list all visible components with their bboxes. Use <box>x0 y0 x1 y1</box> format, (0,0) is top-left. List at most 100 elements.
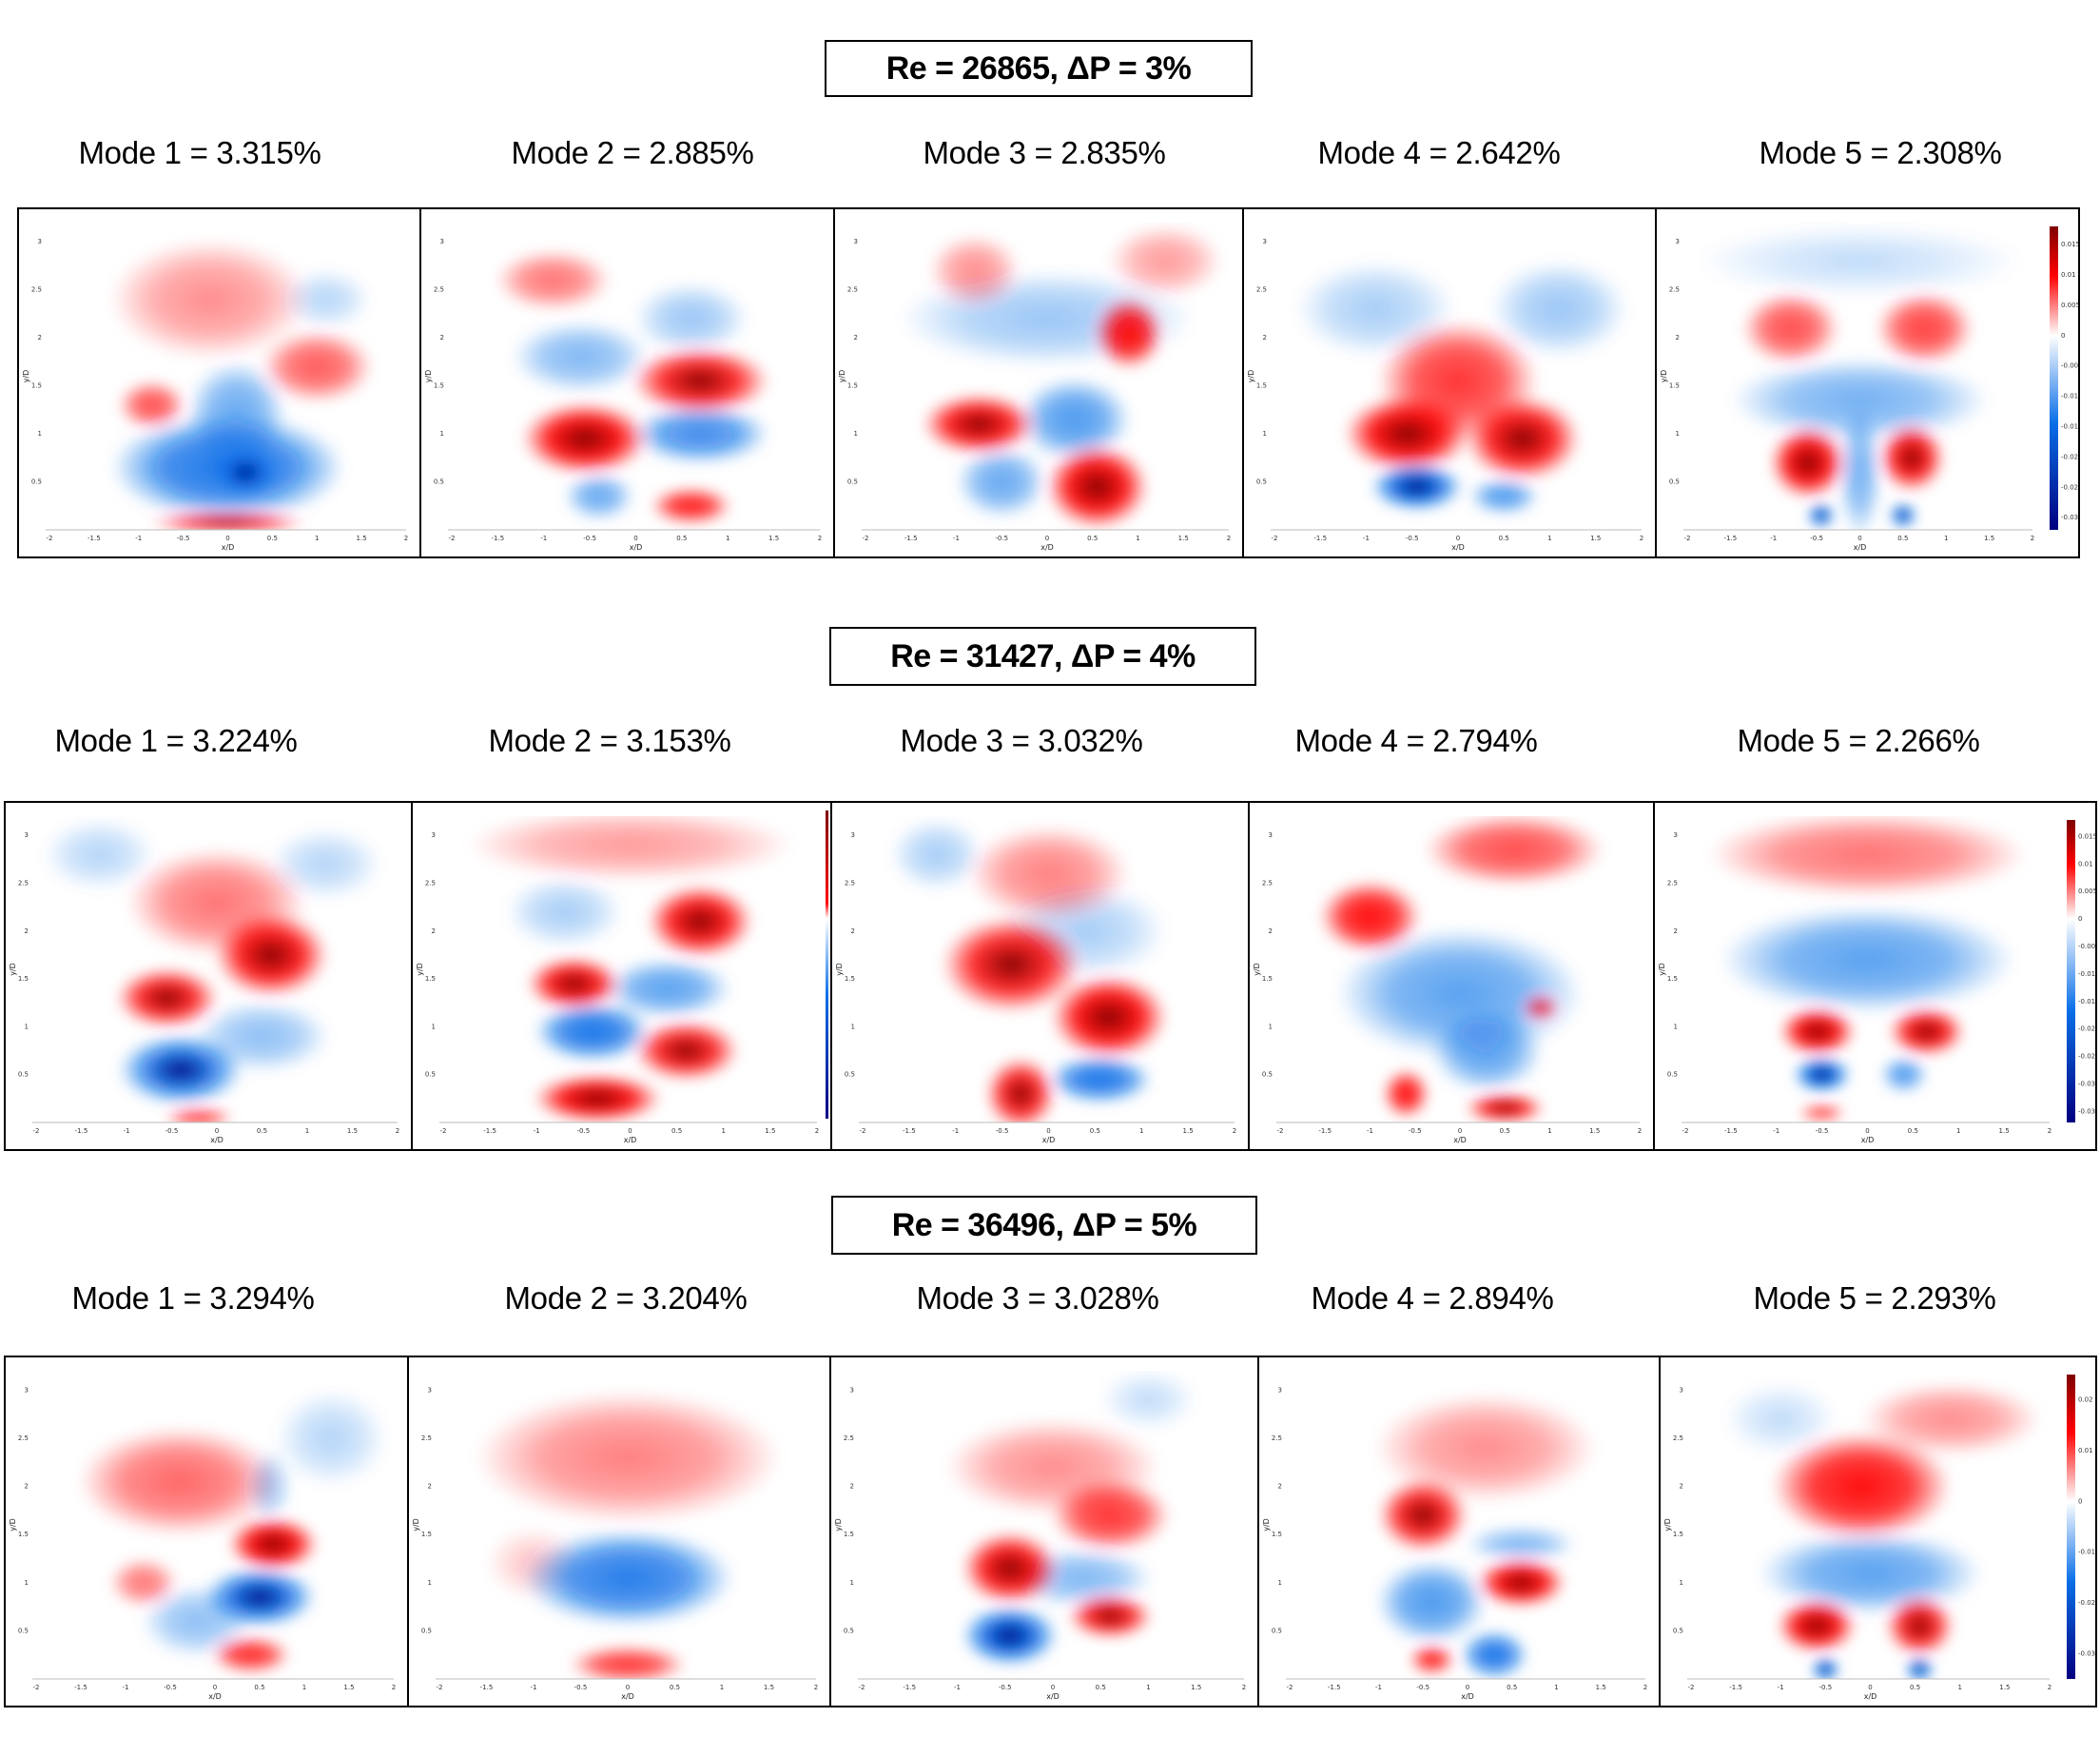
mode-field-panel: -2 -1.5 -1 -0.5 0 0.5 1 1.5 2 x/D 0.5 1 1.5 2 2.5 3 y/D <box>419 207 835 558</box>
y-tick-label: 1 <box>1263 430 1267 438</box>
y-tick-label: 1.5 <box>1669 382 1680 390</box>
field-layer <box>1319 816 1604 1122</box>
x-tick-label: -1.5 <box>1318 1127 1332 1135</box>
positive-structure <box>118 380 185 430</box>
y-tick-label: 1.5 <box>847 382 858 390</box>
x-tick-label: -0.5 <box>583 535 596 542</box>
x-tick-label: 1 <box>1547 535 1551 542</box>
x-tick-label: 0 <box>213 1684 217 1691</box>
y-axis-label: y/D <box>22 370 30 383</box>
positive-structure <box>1741 292 1839 364</box>
y-tick-label: 1 <box>1676 430 1680 438</box>
mode-field-panel: -2 -1.5 -1 -0.5 0 0.5 1 1.5 2 x/D 0.5 1 1.5 2 2.5 3 y/D <box>17 207 421 558</box>
negative-structure <box>603 958 732 1019</box>
x-tick-label: 1 <box>720 1684 724 1691</box>
heatmap-plot: -2 -1.5 -1 -0.5 0 0.5 1 1.5 2 x/D 0.5 1 1.5 2 2.5 3 y/D 0… <box>1658 816 2095 1144</box>
y-tick-label: 2 <box>850 1483 854 1491</box>
positive-structure <box>633 1021 739 1081</box>
x-tick-label: 1 <box>1956 1127 1960 1135</box>
x-tick-label: 2 <box>818 535 822 542</box>
y-tick-label: 1.5 <box>425 975 436 983</box>
colorbar-tick-label: -0.02 <box>2078 1599 2095 1607</box>
mode-title: Mode 1 = 3.294% <box>71 1280 315 1316</box>
x-tick-label: 1 <box>305 1127 309 1135</box>
x-tick-label: 2 <box>396 1127 399 1135</box>
x-axis-label: x/D <box>222 543 235 552</box>
y-tick-label: 0.5 <box>434 478 444 486</box>
positive-structure <box>1410 1645 1454 1674</box>
mode-field-panel: -2 -1.5 -1 -0.5 0 0.5 1 1.5 2 x/D 0.5 1 1.5 2 2.5 3 y/D <box>830 801 1250 1151</box>
y-tick-label: 2 <box>1278 1483 1282 1491</box>
x-tick-label: 1.5 <box>1596 1684 1606 1691</box>
y-tick-label: 1.5 <box>1667 975 1678 983</box>
x-tick-label: -0.5 <box>1409 1127 1422 1135</box>
x-tick-label: 1 <box>1136 535 1139 542</box>
x-tick-label: -1 <box>952 1127 959 1135</box>
colorbar-tick-label: 0.01 <box>2078 860 2093 868</box>
colorbar <box>2067 820 2075 1122</box>
y-tick-label: 0.5 <box>1667 1071 1678 1079</box>
y-tick-label: 3 <box>850 1386 854 1394</box>
x-tick-label: -1.5 <box>904 535 918 542</box>
y-tick-label: 2 <box>440 334 444 341</box>
positive-structure <box>1707 816 2028 897</box>
y-tick-label: 2 <box>432 927 436 935</box>
positive-structure <box>211 1636 290 1673</box>
negative-structure <box>204 1567 316 1628</box>
mode-field-panel: -2 -1.5 -1 -0.5 0 0.5 1 1.5 2 x/D 0.5 1 1.5 2 2.5 3 y/D <box>4 1356 409 1707</box>
x-tick-label: 1.5 <box>1999 1127 2010 1135</box>
x-tick-label: -2 <box>859 1684 865 1691</box>
x-tick-label: -1.5 <box>483 1127 496 1135</box>
x-tick-label: 1 <box>1547 1127 1551 1135</box>
heatmap-plot: -2 -1.5 -1 -0.5 0 0.5 1 1.5 2 x/D 0.5 1 1.5 2 2.5 3 y/D <box>424 238 822 552</box>
field-layer <box>1294 261 1628 515</box>
y-tick-label: 1.5 <box>421 1531 432 1538</box>
positive-structure <box>1319 880 1421 953</box>
case-header-re-36496: Re = 36496, ΔP = 5% <box>831 1196 1257 1255</box>
y-tick-label: 2.5 <box>434 286 444 294</box>
colorbar-tick-label: -0.02 <box>2061 453 2078 460</box>
y-tick-label: 3 <box>1269 831 1273 839</box>
positive-structure <box>1045 444 1149 529</box>
y-tick-label: 2.5 <box>1667 879 1678 887</box>
y-tick-label: 2.5 <box>31 286 42 294</box>
positive-structure <box>521 402 649 475</box>
x-tick-label: 0.5 <box>1507 1684 1517 1691</box>
negative-structure <box>1880 1056 1927 1093</box>
y-tick-label: 1 <box>428 1579 432 1587</box>
negative-structure <box>1719 906 2016 1014</box>
x-tick-label: 1 <box>722 1127 726 1135</box>
positive-structure <box>651 487 731 524</box>
colorbar-tick-label: -0.005 <box>2078 943 2095 950</box>
x-tick-label: 0 <box>225 535 229 542</box>
heatmap-plot: -2 -1.5 -1 -0.5 0 0.5 1 1.5 2 x/D 0.5 1 1.5 2 2.5 3 y/D <box>1247 238 1643 552</box>
y-tick-label: 3 <box>1278 1386 1282 1394</box>
x-tick-label: -2 <box>1272 535 1278 542</box>
y-tick-label: 1 <box>1680 1579 1683 1587</box>
y-tick-label: 3 <box>1263 238 1267 245</box>
mode-field-panel: -2 -1.5 -1 -0.5 0 0.5 1 1.5 2 x/D 0.5 1 1.5 2 2.5 3 y/D <box>1242 207 1657 558</box>
x-tick-label: 0.5 <box>254 1684 264 1691</box>
x-tick-label: 2 <box>1638 1127 1642 1135</box>
y-tick-label: 2 <box>851 927 855 935</box>
y-tick-label: 1.5 <box>18 1531 29 1538</box>
x-tick-label: 0 <box>1458 1127 1462 1135</box>
field-layer <box>495 250 769 524</box>
x-tick-label: 0.5 <box>671 1127 682 1135</box>
mode-field-panel: -2 -1.5 -1 -0.5 0 0.5 1 1.5 2 x/D 0.5 1 1.5 2 2.5 3 y/D <box>829 1356 1259 1707</box>
mode-title: Mode 4 = 2.794% <box>1294 723 1538 758</box>
y-tick-label: 2.5 <box>421 1434 432 1442</box>
y-axis-label: y/D <box>835 963 844 976</box>
negative-structure <box>118 1033 243 1106</box>
x-tick-label: -1.5 <box>480 1684 494 1691</box>
positive-structure <box>922 394 1037 455</box>
colorbar-tick-label: 0 <box>2061 332 2065 340</box>
x-tick-label: -2 <box>437 1684 443 1691</box>
x-tick-label: 0.5 <box>257 1127 267 1135</box>
y-tick-label: 3 <box>854 238 858 245</box>
field-layer <box>475 1391 781 1679</box>
positive-structure <box>149 512 306 530</box>
y-tick-label: 0.5 <box>844 1627 854 1634</box>
negative-structure <box>1376 1559 1488 1645</box>
x-tick-label: -2 <box>47 535 53 542</box>
